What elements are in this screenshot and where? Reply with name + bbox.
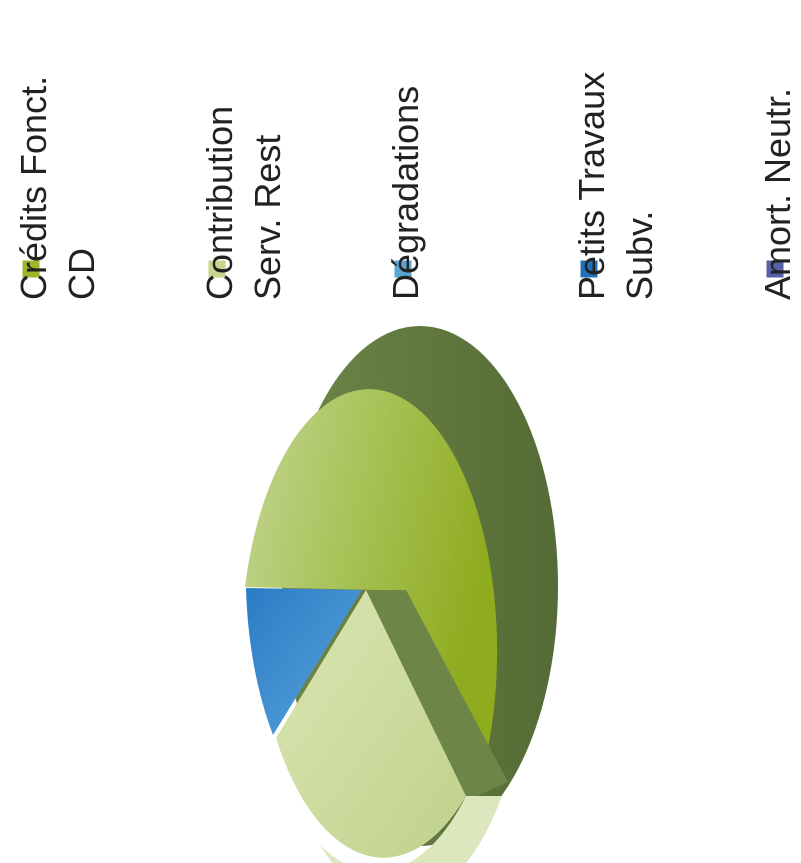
legend-label: Crédits Fonct. bbox=[13, 76, 54, 300]
legend-item-contribution-serv-rest: Contribution Serv. Rest bbox=[199, 106, 288, 300]
legend-swatch bbox=[207, 259, 227, 279]
legend-swatch bbox=[393, 259, 413, 279]
pie-slice-contribution-serv-rest-rim bbox=[320, 796, 502, 863]
legend-label: Petits Travaux bbox=[571, 72, 612, 300]
pie-slice-contribution-serv-rest-wall bbox=[366, 590, 508, 800]
legend-label: Subv. bbox=[619, 211, 660, 300]
legend-label: Amort. Neutr. bbox=[757, 88, 798, 300]
legend-label: Serv. Rest bbox=[247, 135, 288, 300]
legend-item-amort-neutr: Amort. Neutr. bbox=[757, 88, 798, 300]
legend-item-credits-fonct-cd: Crédits Fonct. CD bbox=[13, 76, 102, 300]
legend-label: Dégradations bbox=[385, 86, 426, 300]
legend-label: Contribution bbox=[199, 106, 240, 300]
legend-label: CD bbox=[61, 248, 102, 300]
legend-item-petits-travaux-subv: Petits Travaux Subv. bbox=[571, 72, 660, 300]
pie-slice-petits-travaux-subv bbox=[246, 588, 362, 735]
legend-item-degradations: Dégradations bbox=[385, 86, 426, 300]
legend-swatch bbox=[579, 259, 599, 279]
pie-body bbox=[245, 326, 558, 863]
legend: Crédits Fonct. CD Contribution Serv. Rest Dé… bbox=[13, 72, 798, 300]
pie-slice-contribution-serv-rest bbox=[276, 590, 466, 858]
legend-swatch bbox=[21, 259, 41, 279]
legend-swatch bbox=[765, 259, 785, 279]
